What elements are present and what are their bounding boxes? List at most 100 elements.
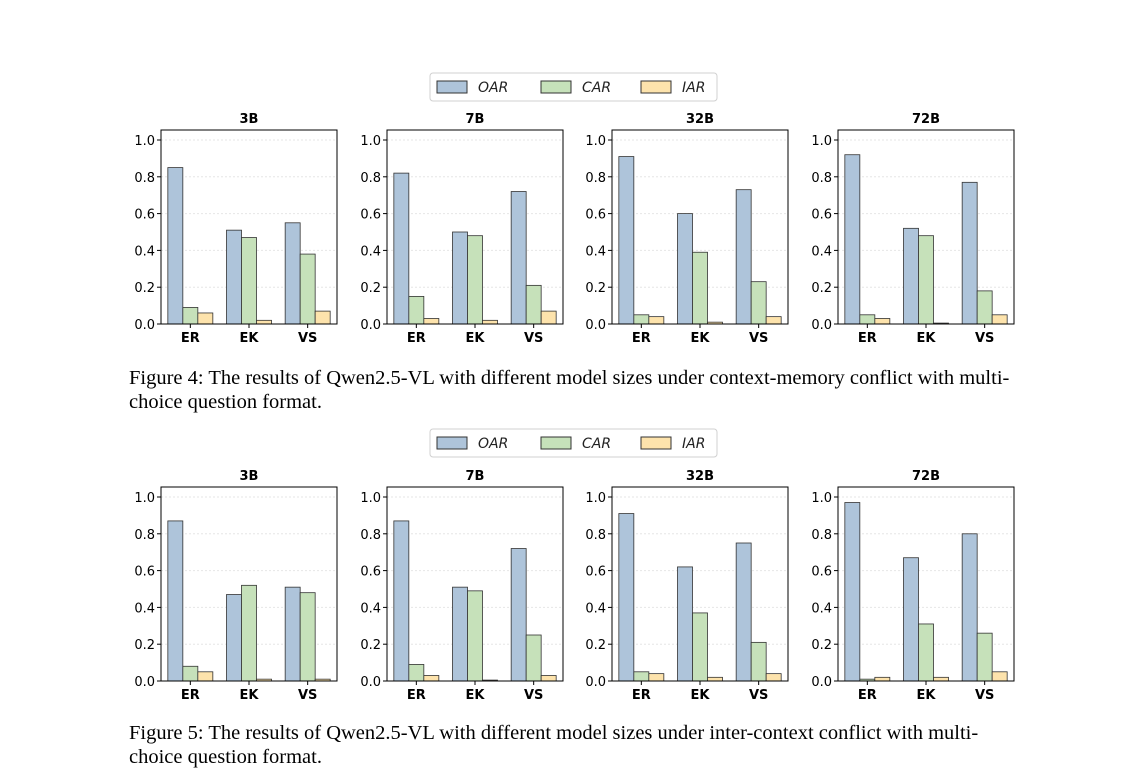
legend-frame	[429, 428, 718, 458]
plot-frame	[160, 129, 338, 325]
panel-3b: 3B 0.0 0.2 0.4 0.6 0.8 1.0 ER EK VS	[134, 469, 338, 703]
y-tick-label: 0.2	[811, 281, 832, 296]
panel-7b: 7B 0.0 0.2 0.4 0.6 0.8 1.0 ER EK VS	[360, 469, 564, 703]
x-tick-label: EK	[466, 688, 486, 703]
figure-5: OAR CAR IAR 3B 0.0 0.2 0.4 0.6 0.8 1.0 ER EK VS 7B 0.0…	[134, 428, 1015, 703]
y-tick-label: 0.0	[811, 675, 832, 690]
bar-iar-ek	[707, 676, 723, 682]
y-tick-label: 0.2	[134, 638, 155, 653]
figure-4: OAR CAR IAR 3B 0.0 0.2 0.4 0.6 0.8 1.0 ER EK VS 7B 0.0…	[134, 72, 1015, 346]
bar-iar-vs	[765, 673, 782, 682]
y-tick-label: 1.0	[360, 134, 381, 149]
x-tick-label: EK	[240, 688, 260, 703]
legend-swatch-iar	[640, 80, 672, 94]
bar-iar-er	[197, 671, 214, 682]
y-tick-label: 0.8	[811, 528, 832, 543]
y-tick-label: 0.4	[360, 601, 381, 616]
bar-iar-ek	[482, 319, 498, 325]
y-tick-label: 0.2	[811, 638, 832, 653]
x-tick-label: ER	[181, 688, 200, 703]
legend-swatch-oar	[436, 80, 468, 94]
y-tick-label: 0.2	[360, 638, 381, 653]
bar-oar-vs	[735, 542, 752, 682]
bar-oar-ek	[677, 566, 693, 682]
bar-iar-ek	[256, 319, 272, 325]
y-tick-label: 1.0	[134, 134, 155, 149]
y-tick-label: 0.0	[134, 675, 155, 690]
legend-swatch-car	[540, 80, 572, 94]
y-tick-label: 0.8	[360, 171, 381, 186]
legend: OAR CAR IAR	[429, 72, 718, 102]
panel-title: 3B	[240, 469, 259, 484]
panel-3b: 3B 0.0 0.2 0.4 0.6 0.8 1.0 ER EK VS	[134, 112, 338, 346]
y-tick-label: 1.0	[585, 134, 606, 149]
panel-title: 32B	[686, 112, 714, 127]
bar-car-vs	[525, 284, 542, 325]
y-tick-label: 0.6	[134, 208, 155, 223]
y-tick-label: 0.4	[811, 601, 832, 616]
panel-title: 7B	[466, 469, 485, 484]
y-tick-label: 0.8	[811, 171, 832, 186]
y-tick-label: 1.0	[134, 491, 155, 506]
bar-car-ek	[241, 584, 257, 682]
bar-car-er	[182, 665, 199, 682]
bar-oar-ek	[452, 231, 468, 325]
bar-oar-er	[844, 502, 861, 682]
legend-swatch-car	[540, 436, 572, 450]
bar-car-er	[859, 314, 876, 325]
bar-oar-er	[167, 167, 184, 325]
bar-iar-er	[423, 675, 440, 682]
x-tick-label: EK	[240, 331, 260, 346]
bar-car-vs	[976, 632, 993, 682]
bar-car-ek	[467, 235, 483, 325]
x-tick-label: VS	[298, 688, 317, 703]
x-tick-label: VS	[749, 331, 768, 346]
x-tick-label: EK	[691, 688, 711, 703]
y-tick-label: 0.6	[360, 565, 381, 580]
bar-oar-vs	[510, 191, 527, 325]
legend: OAR CAR IAR	[429, 428, 718, 458]
bar-car-vs	[750, 641, 767, 682]
panel-title: 72B	[912, 112, 940, 127]
legend-swatch-iar	[640, 436, 672, 450]
y-tick-label: 0.6	[811, 208, 832, 223]
legend-label-car: CAR	[582, 436, 611, 452]
bar-oar-er	[618, 513, 635, 682]
panel-32b: 32B 0.0 0.2 0.4 0.6 0.8 1.0 ER EK VS	[585, 469, 789, 703]
bar-iar-vs	[540, 310, 557, 325]
bar-car-er	[633, 671, 650, 682]
y-tick-label: 0.0	[585, 318, 606, 333]
y-tick-label: 0.6	[585, 565, 606, 580]
legend-label-oar: OAR	[478, 436, 508, 452]
bar-car-vs	[299, 592, 316, 682]
bar-oar-er	[844, 154, 861, 325]
bar-car-vs	[525, 634, 542, 682]
bar-oar-ek	[226, 229, 242, 325]
x-tick-label: ER	[407, 688, 426, 703]
bar-car-ek	[692, 612, 708, 682]
bar-oar-er	[618, 156, 635, 325]
bar-car-vs	[976, 290, 993, 325]
legend-swatch-oar	[436, 436, 468, 450]
figure-5-caption: Figure 5: The results of Qwen2.5-VL with…	[129, 722, 979, 768]
x-tick-label: VS	[975, 688, 994, 703]
y-tick-label: 0.0	[811, 318, 832, 333]
bar-oar-vs	[961, 181, 978, 325]
y-tick-label: 0.2	[134, 281, 155, 296]
y-tick-label: 0.4	[811, 244, 832, 259]
bar-oar-ek	[226, 594, 242, 682]
panel-title: 7B	[466, 112, 485, 127]
y-tick-label: 1.0	[811, 134, 832, 149]
plot-frame	[386, 486, 564, 682]
bar-car-er	[633, 314, 650, 325]
bar-car-ek	[467, 590, 483, 682]
y-tick-label: 0.8	[134, 528, 155, 543]
y-tick-label: 0.6	[585, 208, 606, 223]
x-tick-label: VS	[524, 331, 543, 346]
x-tick-label: EK	[917, 331, 937, 346]
bar-car-vs	[750, 281, 767, 325]
y-tick-label: 0.2	[585, 281, 606, 296]
y-tick-label: 0.4	[585, 244, 606, 259]
y-tick-label: 0.0	[585, 675, 606, 690]
